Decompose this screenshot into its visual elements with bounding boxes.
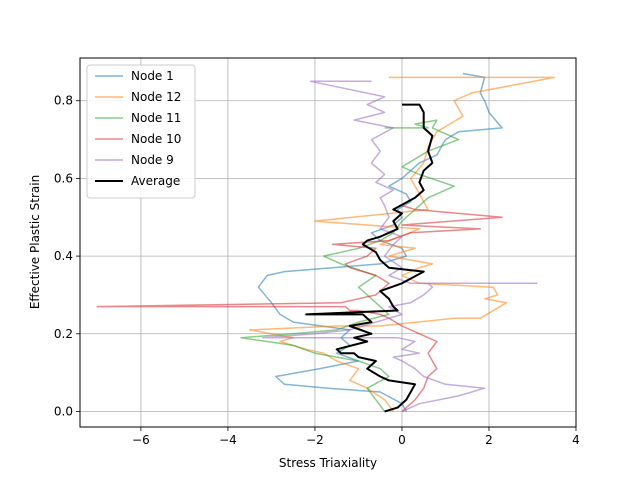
y-tick-label: 0.8	[54, 94, 73, 108]
plot-area-frame	[79, 57, 577, 428]
x-tick-label: 0	[398, 433, 406, 447]
y-tick-label: 0.6	[54, 171, 73, 185]
series-line-node-9	[261, 80, 538, 413]
legend-label: Node 1	[131, 69, 174, 83]
x-axis-ticks: −6 −4 −2 0 2 4	[132, 427, 580, 447]
legend-label: Average	[131, 174, 180, 188]
legend-label: Node 10	[131, 132, 181, 146]
series-line-average	[305, 103, 434, 413]
series-line-node-1	[257, 72, 503, 412]
series-line-node-10	[96, 204, 503, 413]
series-line-node-12	[248, 76, 555, 412]
x-tick-label: 2	[485, 433, 493, 447]
legend-box	[86, 64, 196, 199]
x-tick-label: −4	[219, 433, 237, 447]
y-tick-label: 0.0	[54, 404, 73, 418]
y-tick-label: 0.2	[54, 327, 73, 341]
x-tick-label: −2	[306, 433, 324, 447]
grid	[80, 58, 577, 427]
legend-label: Node 9	[131, 153, 174, 167]
legend-label: Node 12	[131, 90, 181, 104]
x-tick-label: −6	[132, 433, 150, 447]
series-lines	[96, 72, 555, 413]
x-axis-label: Stress Triaxiality	[279, 456, 377, 470]
legend: Node 1 Node 12 Node 11 Node 10 Node 9 Average	[86, 64, 196, 199]
x-tick-label: 4	[572, 433, 580, 447]
y-axis-ticks: 0.0 0.2 0.4 0.6 0.8	[54, 94, 80, 418]
legend-label: Node 11	[131, 111, 181, 125]
y-tick-label: 0.4	[54, 249, 73, 263]
y-axis-label: Effective Plastic Strain	[28, 175, 42, 309]
series-line-node-11	[240, 119, 460, 412]
